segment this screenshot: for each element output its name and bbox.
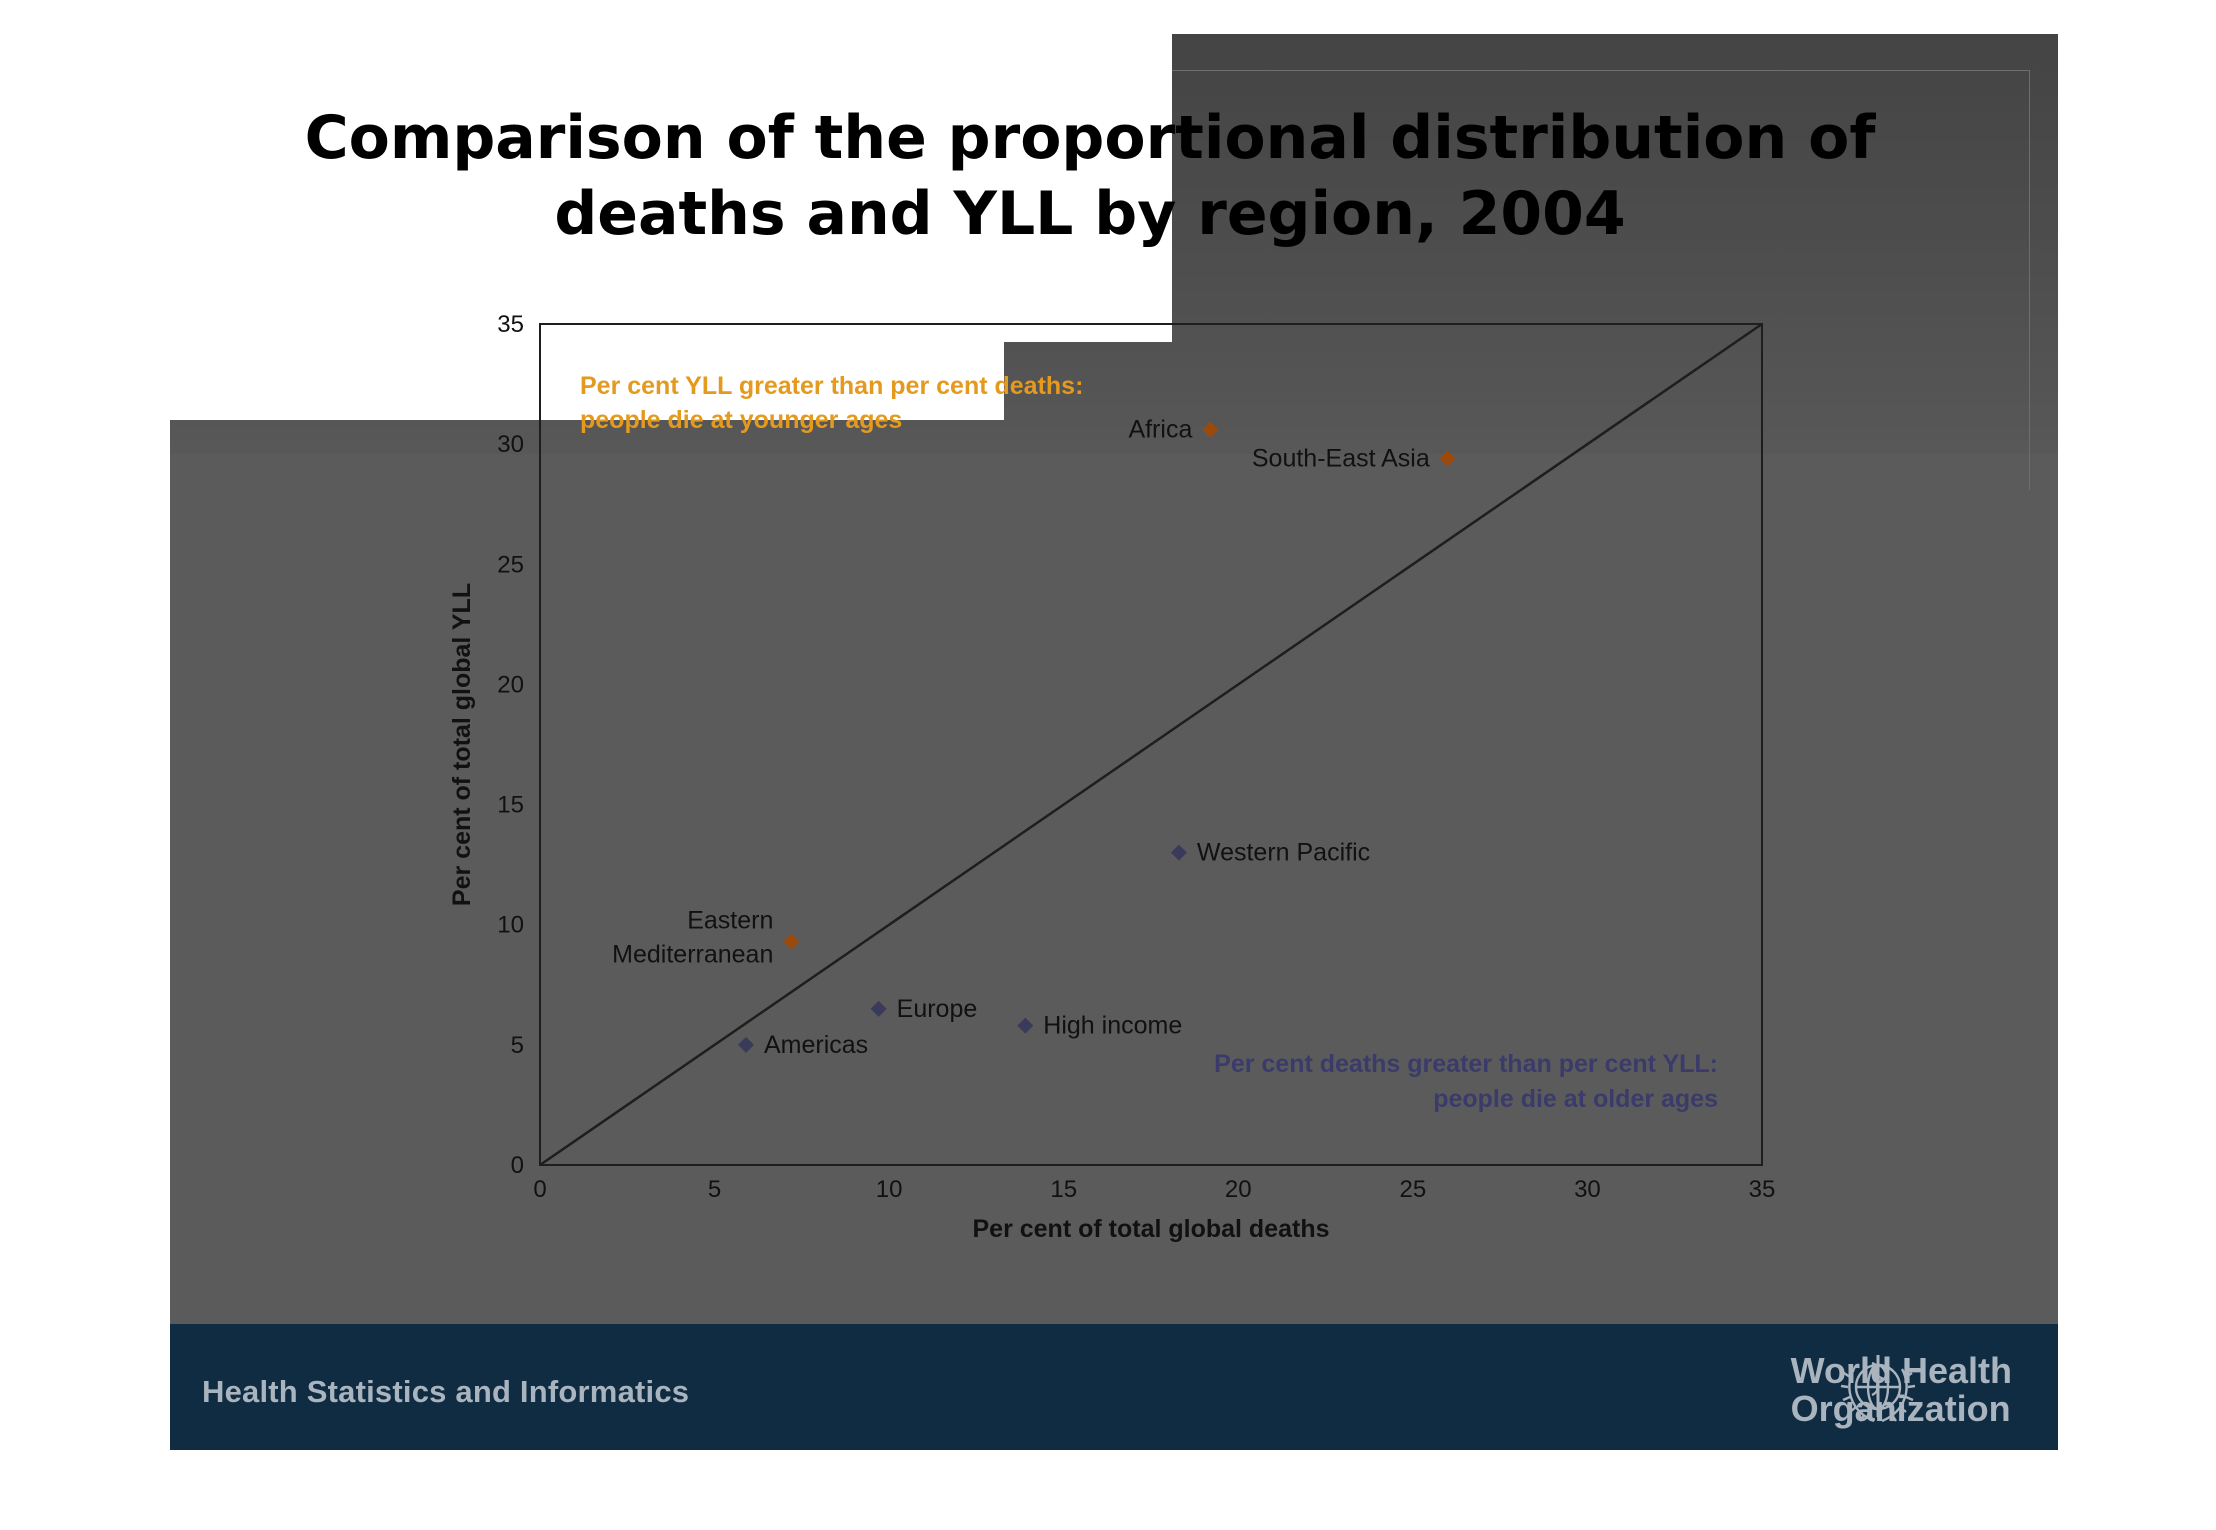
data-point: [1439, 450, 1456, 467]
annotation-lower-right: Per cent deaths greater than per cent YL…: [1214, 1050, 1718, 1078]
data-point: [1170, 844, 1187, 861]
footer-department: Health Statistics and Informatics: [202, 1374, 690, 1409]
y-tick-label: 35: [497, 311, 524, 338]
page-title: Comparison of the proportional distribut…: [260, 100, 1920, 252]
data-point: [737, 1036, 754, 1053]
white-patch: [170, 34, 894, 376]
x-tick-label: 35: [1749, 1176, 1776, 1203]
organization-name-line2: Organization: [1790, 1388, 2011, 1429]
frame-line-right: [2029, 70, 2030, 490]
data-point: [870, 1000, 887, 1017]
y-tick-label: 15: [497, 792, 524, 819]
data-label: Mediterranean: [612, 941, 773, 969]
slide-background: Health Statistics and Informatics World …: [170, 34, 2058, 1450]
y-axis-label: Per cent of total global YLL: [448, 583, 476, 906]
y-tick-label: 10: [497, 912, 524, 939]
who-emblem-icon: [1836, 1347, 1920, 1436]
y-tick-label: 5: [511, 1032, 524, 1059]
data-label: Eastern: [687, 907, 773, 935]
plot-frame: [539, 323, 1763, 1166]
footer-bar: [170, 1324, 2058, 1450]
annotation-upper-left: people die at younger ages: [580, 406, 902, 434]
diagonal-reference-line: [539, 322, 1763, 1167]
organization-name-line1: World Health: [1790, 1350, 2012, 1391]
data-point: [1017, 1017, 1034, 1034]
frame-line-top: [1170, 70, 2030, 71]
x-tick-label: 15: [1050, 1176, 1077, 1203]
data-point: [783, 933, 800, 950]
x-tick-label: 30: [1574, 1176, 1601, 1203]
data-label: Europe: [897, 995, 978, 1023]
x-tick-label: 0: [533, 1176, 546, 1203]
x-axis-label: Per cent of total global deaths: [973, 1215, 1330, 1243]
x-tick-label: 20: [1225, 1176, 1252, 1203]
y-tick-label: 30: [497, 431, 524, 458]
data-label: High income: [1043, 1012, 1182, 1040]
y-tick-label: 0: [511, 1152, 524, 1179]
title-line-1: Comparison of the proportional distribut…: [304, 103, 1876, 173]
x-tick-label: 5: [708, 1176, 721, 1203]
organization-name: World Health Organization: [1791, 1352, 2012, 1428]
y-tick-label: 25: [497, 551, 524, 578]
data-label: South-East Asia: [1252, 445, 1430, 473]
annotation-upper-left: Per cent YLL greater than per cent death…: [580, 372, 1083, 400]
annotation-lower-right: people die at older ages: [1433, 1085, 1718, 1113]
x-tick-label: 25: [1400, 1176, 1427, 1203]
y-tick-label: 20: [497, 671, 524, 698]
title-line-2: deaths and YLL by region, 2004: [554, 179, 1626, 249]
data-label: Americas: [764, 1031, 868, 1059]
data-point: [1202, 421, 1219, 438]
data-label: Western Pacific: [1197, 839, 1370, 867]
data-label: Africa: [1128, 416, 1192, 444]
x-tick-label: 10: [876, 1176, 903, 1203]
